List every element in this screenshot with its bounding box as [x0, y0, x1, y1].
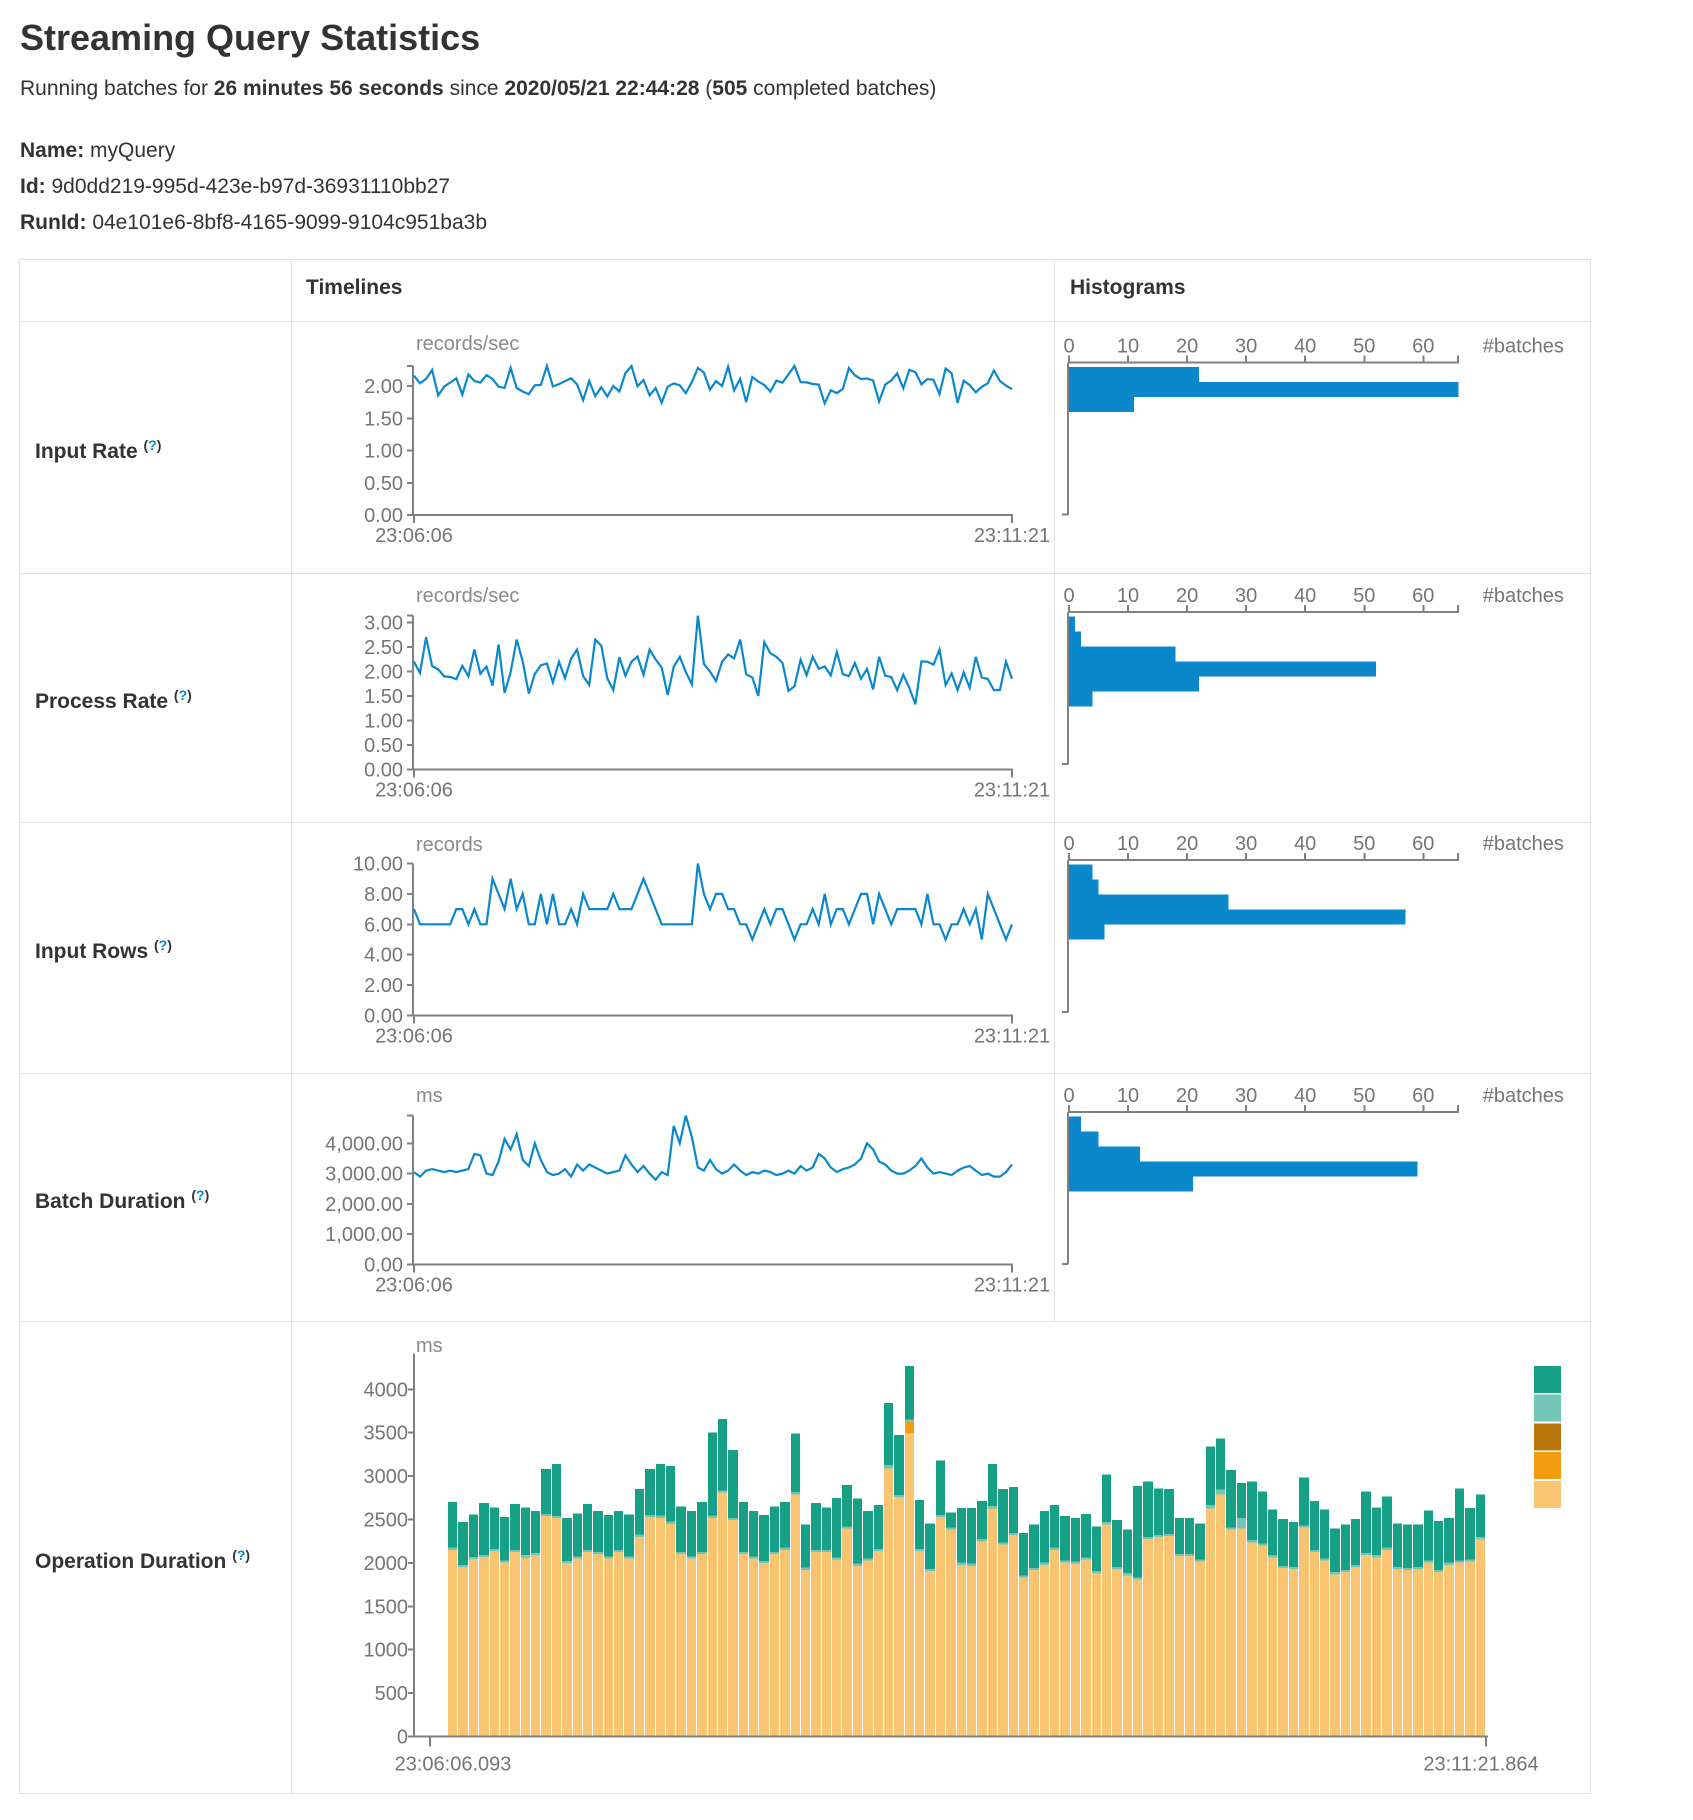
svg-text:1000: 1000: [364, 1640, 409, 1662]
svg-text:2.50: 2.50: [364, 637, 403, 659]
svg-text:23:06:06.093: 23:06:06.093: [395, 1754, 512, 1776]
svg-text:20: 20: [1176, 336, 1198, 358]
svg-text:#batches: #batches: [1483, 336, 1564, 358]
svg-text:records/sec: records/sec: [416, 333, 519, 355]
svg-text:0.00: 0.00: [364, 760, 403, 782]
svg-text:0: 0: [1063, 833, 1074, 855]
svg-text:4.00: 4.00: [364, 945, 403, 967]
svg-text:60: 60: [1412, 1085, 1434, 1107]
svg-text:60: 60: [1412, 585, 1434, 607]
svg-text:0: 0: [1063, 585, 1074, 607]
svg-text:30: 30: [1235, 1085, 1257, 1107]
svg-text:60: 60: [1412, 833, 1434, 855]
svg-text:10: 10: [1117, 1085, 1139, 1107]
svg-text:23:06:06: 23:06:06: [375, 780, 453, 802]
svg-text:23:11:21: 23:11:21: [974, 1275, 1050, 1297]
svg-text:ms: ms: [416, 1335, 443, 1357]
svg-text:23:06:06: 23:06:06: [375, 525, 453, 547]
svg-text:1.50: 1.50: [364, 408, 403, 430]
svg-text:20: 20: [1176, 1085, 1198, 1107]
svg-text:1,000.00: 1,000.00: [325, 1224, 403, 1246]
svg-text:20: 20: [1176, 833, 1198, 855]
svg-text:records: records: [416, 834, 483, 856]
svg-text:23:06:06: 23:06:06: [375, 1275, 453, 1297]
svg-text:23:11:21: 23:11:21: [974, 780, 1050, 802]
svg-text:10: 10: [1117, 585, 1139, 607]
svg-text:20: 20: [1176, 585, 1198, 607]
svg-text:#batches: #batches: [1483, 585, 1564, 607]
svg-text:0: 0: [397, 1727, 408, 1749]
svg-text:10: 10: [1117, 833, 1139, 855]
svg-text:1500: 1500: [364, 1596, 409, 1618]
svg-text:0.50: 0.50: [364, 473, 403, 495]
svg-text:500: 500: [375, 1683, 408, 1705]
svg-text:23:11:21: 23:11:21: [974, 1026, 1050, 1048]
svg-text:2.00: 2.00: [364, 376, 403, 398]
svg-text:10.00: 10.00: [353, 854, 403, 876]
svg-text:1.50: 1.50: [364, 686, 403, 708]
svg-text:4,000.00: 4,000.00: [325, 1133, 403, 1155]
svg-text:40: 40: [1294, 585, 1316, 607]
svg-text:0.50: 0.50: [364, 735, 403, 757]
svg-text:10: 10: [1117, 336, 1139, 358]
svg-text:30: 30: [1235, 833, 1257, 855]
svg-text:50: 50: [1353, 585, 1375, 607]
svg-text:23:06:06: 23:06:06: [375, 1026, 453, 1048]
svg-text:23:11:21.864: 23:11:21.864: [1423, 1754, 1538, 1776]
svg-text:0.00: 0.00: [364, 505, 403, 527]
svg-text:6.00: 6.00: [364, 914, 403, 936]
svg-text:3.00: 3.00: [364, 613, 403, 635]
svg-text:3000: 3000: [364, 1466, 409, 1488]
svg-text:50: 50: [1353, 833, 1375, 855]
svg-text:0.00: 0.00: [364, 1255, 403, 1277]
svg-text:ms: ms: [416, 1085, 443, 1107]
svg-text:3,000.00: 3,000.00: [325, 1164, 403, 1186]
svg-text:0: 0: [1063, 336, 1074, 358]
svg-text:50: 50: [1353, 1085, 1375, 1107]
svg-text:23:11:21: 23:11:21: [974, 525, 1050, 547]
svg-text:2.00: 2.00: [364, 975, 403, 997]
svg-text:2.00: 2.00: [364, 662, 403, 684]
svg-text:0: 0: [1063, 1085, 1074, 1107]
svg-text:1.00: 1.00: [364, 441, 403, 463]
svg-text:2500: 2500: [364, 1510, 409, 1532]
svg-text:records/sec: records/sec: [416, 585, 519, 607]
svg-text:30: 30: [1235, 336, 1257, 358]
svg-text:2000: 2000: [364, 1553, 409, 1575]
svg-text:40: 40: [1294, 833, 1316, 855]
svg-text:40: 40: [1294, 336, 1316, 358]
svg-text:0.00: 0.00: [364, 1006, 403, 1028]
svg-text:#batches: #batches: [1483, 833, 1564, 855]
svg-text:30: 30: [1235, 585, 1257, 607]
svg-text:50: 50: [1353, 336, 1375, 358]
svg-text:40: 40: [1294, 1085, 1316, 1107]
svg-text:60: 60: [1412, 336, 1434, 358]
svg-text:#batches: #batches: [1483, 1085, 1564, 1107]
svg-text:4000: 4000: [364, 1379, 409, 1401]
svg-text:1.00: 1.00: [364, 711, 403, 733]
svg-text:2,000.00: 2,000.00: [325, 1194, 403, 1216]
svg-text:3500: 3500: [364, 1423, 409, 1445]
svg-text:8.00: 8.00: [364, 884, 403, 906]
